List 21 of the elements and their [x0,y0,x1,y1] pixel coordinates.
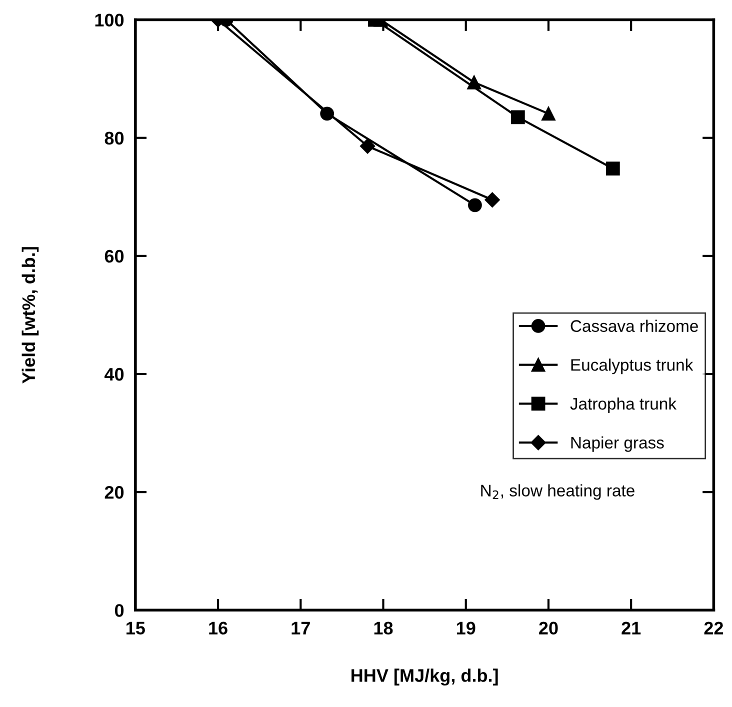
legend-label: Napier grass [571,436,664,452]
y-axis-title: Yield [wt%, d.b.] [22,247,39,384]
y-tick-label: 80 [104,132,124,145]
y-tick-label: 20 [104,486,124,499]
x-tick-label: 21 [622,622,641,634]
x-tick-label: 19 [456,622,476,635]
legend-label: Jatropha trunk [570,397,677,414]
x-tick-label: 15 [126,622,145,635]
y-tick-label: 100 [95,14,124,27]
legend-label: Eucalyptus trunk [571,358,694,374]
x-axis-title: HHV [MJ/kg, d.b.] [352,668,498,686]
y-tick-label: 0 [114,604,124,617]
x-tick-label: 22 [704,622,724,634]
annotation: N$_{2}$, slow heating rate [481,484,634,500]
x-tick-label: 18 [374,622,393,635]
x-tick-label: 16 [209,622,228,635]
y-tick-label: 60 [104,250,124,263]
x-tick-label: 17 [292,622,310,634]
legend-label: Cassava rhizome [570,320,698,332]
y-tick-label: 40 [104,368,124,381]
x-tick-label: 20 [539,622,558,635]
